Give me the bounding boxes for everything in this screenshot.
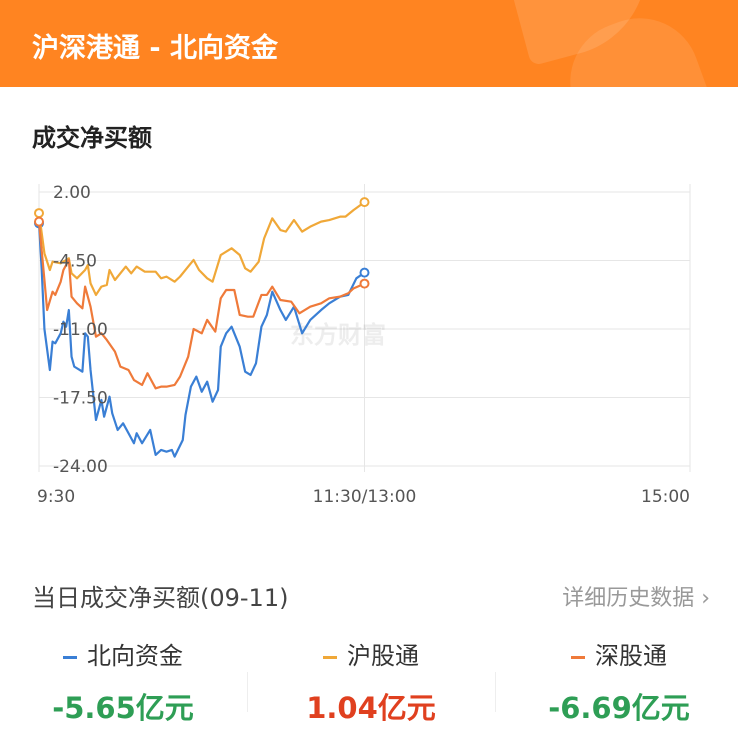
y-tick-label: -4.50 <box>53 252 97 272</box>
summary-north: 北向资金 -5.65亿元 <box>0 636 246 727</box>
divider <box>247 672 248 712</box>
history-data-link[interactable]: 详细历史数据 › <box>562 586 710 611</box>
legend-label: 北向资金 <box>87 642 183 670</box>
y-tick-label: -24.00 <box>53 457 108 477</box>
y-tick-label: -11.00 <box>53 320 108 340</box>
page-title: 沪深港通 - 北向资金 <box>32 33 279 64</box>
header: 沪深港通 - 北向资金 <box>0 0 738 87</box>
series-line <box>37 201 366 297</box>
series-endpoint <box>34 208 44 219</box>
net-buy-chart: 东方财富 2.00 -4.50 -11.00 -17.50 -24.00 9:30 11:3… <box>34 183 691 507</box>
legend-marker <box>63 655 77 659</box>
summary-sh: 沪股通 1.04亿元 <box>248 636 494 727</box>
series-endpoint <box>34 216 44 227</box>
legend-marker <box>323 655 337 659</box>
series-line <box>37 223 366 458</box>
north-value: -5.65亿元 <box>52 691 194 725</box>
series-line <box>37 221 365 390</box>
sz-value: -6.69亿元 <box>548 691 690 725</box>
y-tick-label: 2.00 <box>53 183 91 203</box>
watermark-logo: 东方财富 <box>290 321 386 349</box>
x-tick-label: 15:00 <box>641 487 690 507</box>
series-endpoint <box>359 278 370 289</box>
legend-label: 沪股通 <box>347 642 419 670</box>
sh-value: 1.04亿元 <box>306 691 436 725</box>
x-tick-label: 11:30/13:00 <box>313 487 417 507</box>
divider <box>495 672 496 712</box>
summary-title: 当日成交净买额(09-11) <box>32 584 289 612</box>
series-endpoint <box>359 197 370 208</box>
summary-sz: 深股通 -6.69亿元 <box>496 636 738 727</box>
section-title: 成交净买额 <box>32 124 152 152</box>
y-tick-label: -17.50 <box>53 389 108 409</box>
x-tick-label: 9:30 <box>37 487 75 507</box>
series-endpoint <box>359 267 370 278</box>
legend-label: 深股通 <box>595 642 667 670</box>
legend-marker <box>571 655 585 659</box>
